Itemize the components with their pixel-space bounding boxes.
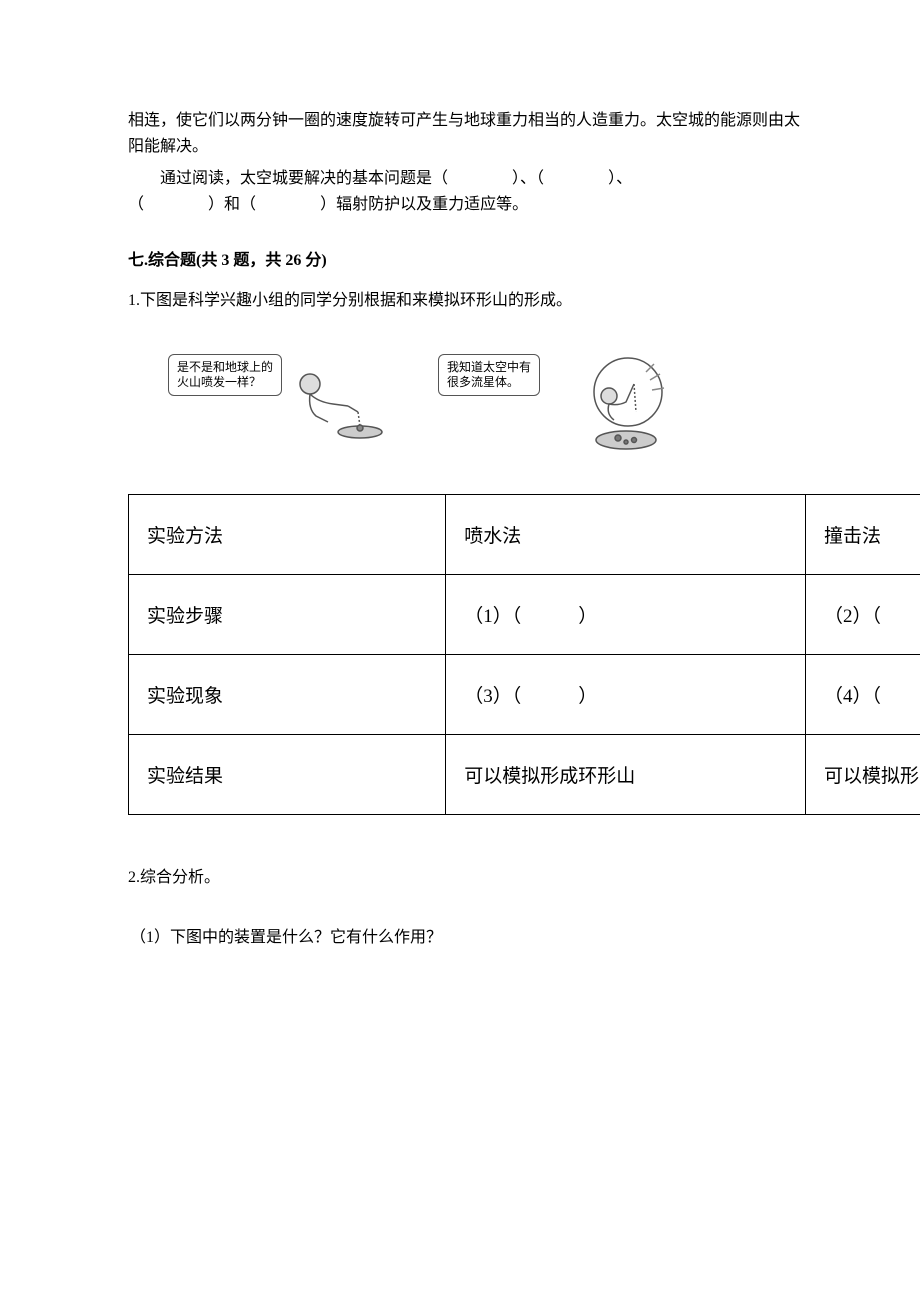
document-page: 相连，使它们以两分钟一圈的速度旋转可产生与地球重力相当的人造重力。太空城的能源则…	[0, 0, 920, 1011]
cell-result-label: 实验结果	[129, 735, 446, 815]
bubble-text: 是不是和地球上的	[177, 360, 273, 374]
experiment-table: 实验方法 喷水法 撞击法 实验步骤 （1）（ ） （2）（ 实验现象 （3）（ …	[128, 494, 920, 815]
text-tail: ）辐射防护以及重力适应等。	[320, 196, 528, 213]
cell-method-label: 实验方法	[129, 495, 446, 575]
section-7-header: 七.综合题(共 3 题，共 26 分)	[128, 246, 800, 270]
child-spraying-icon	[288, 354, 398, 444]
table-row: 实验步骤 （1）（ ） （2）（	[129, 575, 920, 655]
speech-bubble-1: 是不是和地球上的 火山喷发一样？	[168, 354, 282, 396]
figure-1: 是不是和地球上的 火山喷发一样？	[168, 354, 398, 454]
question-2-1: （1）下图中的装置是什么？它有什么作用？	[130, 925, 800, 951]
text-sep: ）、	[608, 170, 632, 187]
cell-phenomenon-2[interactable]: （4）（	[805, 655, 920, 735]
blank-3[interactable]	[144, 196, 208, 213]
cell-phenomenon-1[interactable]: （3）（ ）	[446, 655, 806, 735]
figure-row: 是不是和地球上的 火山喷发一样？ 我知道太空中有 很多流星体。	[168, 354, 800, 454]
question-2: 2.综合分析。	[128, 865, 800, 891]
bubble-text: 我知道太空中有	[447, 360, 531, 374]
blank-1[interactable]	[448, 170, 512, 187]
text-prefix: 通过阅读，太空城要解决的基本问题是（	[160, 170, 448, 187]
cell-result-2: 可以模拟形	[805, 735, 920, 815]
spacer	[128, 815, 800, 855]
cell-result-1: 可以模拟形成环形山	[446, 735, 806, 815]
cell-method-2: 撞击法	[805, 495, 920, 575]
fill-in-blank-paragraph: 通过阅读，太空城要解决的基本问题是（ ）、（ ）、 （ ）和（ ）辐射防护以及重…	[128, 166, 800, 218]
cell-steps-1[interactable]: （1）（ ）	[446, 575, 806, 655]
question-1: 1.下图是科学兴趣小组的同学分别根据和来模拟环形山的形成。	[128, 288, 800, 314]
text-and: ）和（	[208, 196, 256, 213]
bubble-text: 火山喷发一样？	[177, 375, 261, 389]
text-open: （	[128, 196, 144, 213]
table-row: 实验结果 可以模拟形成环形山 可以模拟形	[129, 735, 920, 815]
paragraph-continuation: 相连，使它们以两分钟一圈的速度旋转可产生与地球重力相当的人造重力。太空城的能源则…	[128, 108, 800, 160]
cell-phenomenon-label: 实验现象	[129, 655, 446, 735]
bubble-text: 很多流星体。	[447, 375, 519, 389]
blank-2[interactable]	[544, 170, 608, 187]
cell-steps-label: 实验步骤	[129, 575, 446, 655]
blank-4[interactable]	[256, 196, 320, 213]
child-dropping-icon	[546, 354, 676, 454]
text-sep: ）、（	[512, 170, 544, 187]
speech-bubble-2: 我知道太空中有 很多流星体。	[438, 354, 540, 396]
cell-method-1: 喷水法	[446, 495, 806, 575]
table-row: 实验方法 喷水法 撞击法	[129, 495, 920, 575]
cell-steps-2[interactable]: （2）（	[805, 575, 920, 655]
figure-2: 我知道太空中有 很多流星体。	[438, 354, 676, 454]
table-row: 实验现象 （3）（ ） （4）（	[129, 655, 920, 735]
